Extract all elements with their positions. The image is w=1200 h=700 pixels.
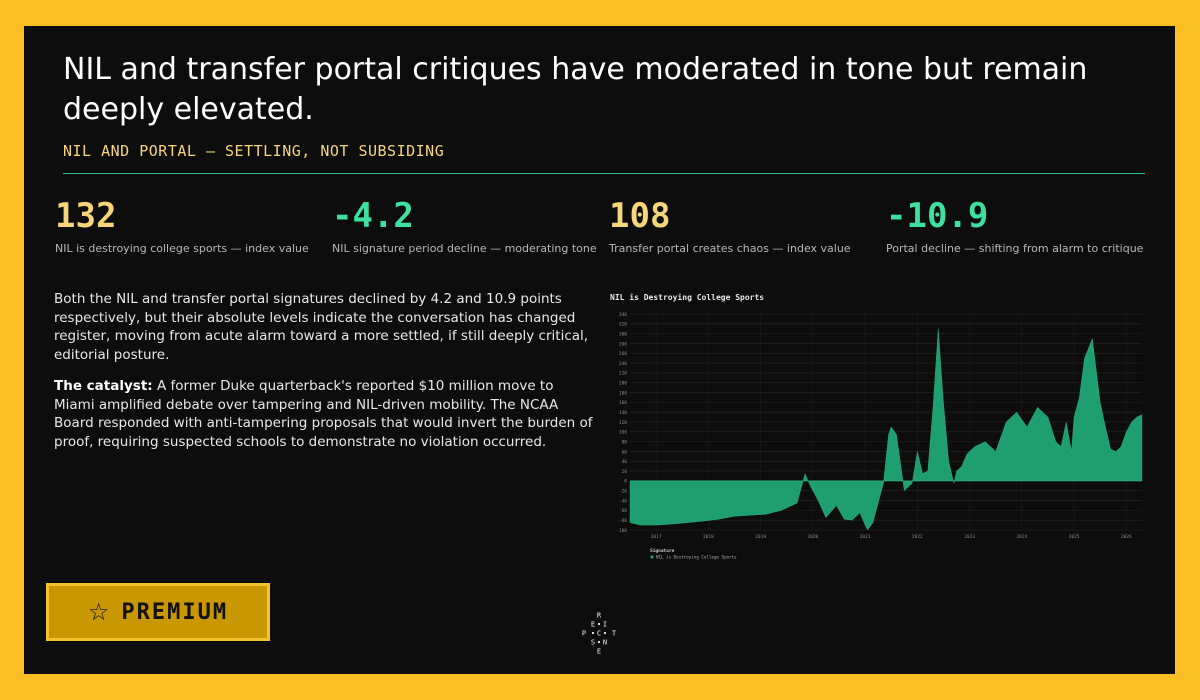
y-tick-label: 80 <box>622 439 628 445</box>
logo-letter: C <box>597 630 601 638</box>
x-tick-label: 2022 <box>912 534 923 540</box>
y-tick-label: -40 <box>619 498 627 504</box>
logo-letter: E <box>591 621 595 629</box>
logo-letter: E <box>597 648 601 656</box>
stat-label: NIL signature period decline — moderatin… <box>332 242 597 255</box>
logo-letter: P <box>582 630 586 638</box>
y-tick-label: 120 <box>619 420 627 426</box>
logo-letter: S <box>591 639 595 647</box>
stat-label: NIL is destroying college sports — index… <box>55 242 309 255</box>
y-tick-label: 300 <box>619 331 627 337</box>
page-title: NIL and transfer portal critiques have m… <box>63 52 1088 127</box>
report-card: NIL and transfer portal critiques have m… <box>24 26 1175 674</box>
y-tick-label: 240 <box>619 361 627 367</box>
legend-entry: NIL is Destroying College Sports <box>656 555 737 560</box>
area-chart: NIL is Destroying College Sports -100 -80 -… <box>610 292 1143 560</box>
logo-dot <box>597 622 601 626</box>
y-tick-label: 100 <box>619 430 627 436</box>
catalyst-paragraph: The catalyst: A former Duke quarterback'… <box>54 377 594 451</box>
series-area <box>629 328 1143 531</box>
y-tick-label: -60 <box>619 508 627 514</box>
logo-dot <box>603 631 607 635</box>
y-tick-label: 280 <box>619 341 627 347</box>
stat-value: -10.9 <box>886 196 989 236</box>
stat-value: 108 <box>609 196 671 236</box>
chart-title: NIL is Destroying College Sports <box>610 292 764 302</box>
logo-dot <box>591 631 595 635</box>
stat-nil-index: 132 NIL is destroying college sports — i… <box>55 196 309 255</box>
y-tick-label: 220 <box>619 371 627 377</box>
y-tick-label: -80 <box>619 518 627 524</box>
logo-letter: I <box>603 621 607 629</box>
x-tick-label: 2019 <box>755 534 766 540</box>
y-tick-label: 260 <box>619 351 627 357</box>
legend-swatch <box>650 555 654 559</box>
y-tick-label: 60 <box>622 449 628 455</box>
premium-button[interactable]: ☆ PREMIUM <box>46 583 270 641</box>
logo-dot <box>597 640 601 644</box>
section-subtitle: NIL AND PORTAL — SETTLING, NOT SUBSIDING <box>63 142 445 160</box>
x-tick-label: 2021 <box>860 534 871 540</box>
x-tick-label: 2026 <box>1121 534 1132 540</box>
y-tick-label: 20 <box>622 469 628 475</box>
stat-label: Transfer portal creates chaos — index va… <box>609 242 851 255</box>
y-tick-label: 200 <box>619 381 627 387</box>
catalyst-label: The catalyst: <box>54 378 153 394</box>
stat-nil-decline: -4.2 NIL signature period decline — mode… <box>332 196 597 255</box>
stat-portal-index: 108 Transfer portal creates chaos — inde… <box>609 196 851 255</box>
star-outline-icon: ☆ <box>87 598 110 626</box>
stat-portal-decline: -10.9 Portal decline — shifting from ala… <box>886 196 1143 255</box>
body-paragraph: Both the NIL and transfer portal signatu… <box>54 291 589 363</box>
y-tick-label: -100 <box>616 528 627 534</box>
logo-letter: T <box>612 630 617 638</box>
x-tick-label: 2024 <box>1016 534 1027 540</box>
y-tick-label: 340 <box>619 312 627 318</box>
logo-letter: R <box>597 612 602 620</box>
x-tick-label: 2017 <box>651 534 662 540</box>
y-tick-label: -20 <box>619 489 627 495</box>
y-tick-label: 160 <box>619 400 627 406</box>
x-tick-label: 2020 <box>807 534 818 540</box>
stat-value: -4.2 <box>332 196 414 236</box>
body-copy: Both the NIL and transfer portal signatu… <box>54 290 594 464</box>
legend-title: Signature <box>650 548 675 554</box>
stat-label: Portal decline — shifting from alarm to … <box>886 242 1144 255</box>
premium-label: PREMIUM <box>121 599 229 625</box>
stat-value: 132 <box>55 196 117 236</box>
x-tick-label: 2023 <box>964 534 975 540</box>
y-tick-label: 180 <box>619 390 627 396</box>
brand-logo: RE IP C TS NE <box>582 612 617 656</box>
x-tick-label: 2018 <box>703 534 714 540</box>
y-tick-label: 320 <box>619 322 627 328</box>
divider-line <box>63 173 1145 174</box>
y-tick-label: 40 <box>622 459 628 465</box>
catalyst-text: A former Duke quarterback's reported $10… <box>54 378 593 450</box>
y-tick-label: 140 <box>619 410 627 416</box>
y-tick-label: 0 <box>624 479 627 485</box>
x-tick-label: 2025 <box>1069 534 1080 540</box>
logo-letter: N <box>603 639 607 647</box>
